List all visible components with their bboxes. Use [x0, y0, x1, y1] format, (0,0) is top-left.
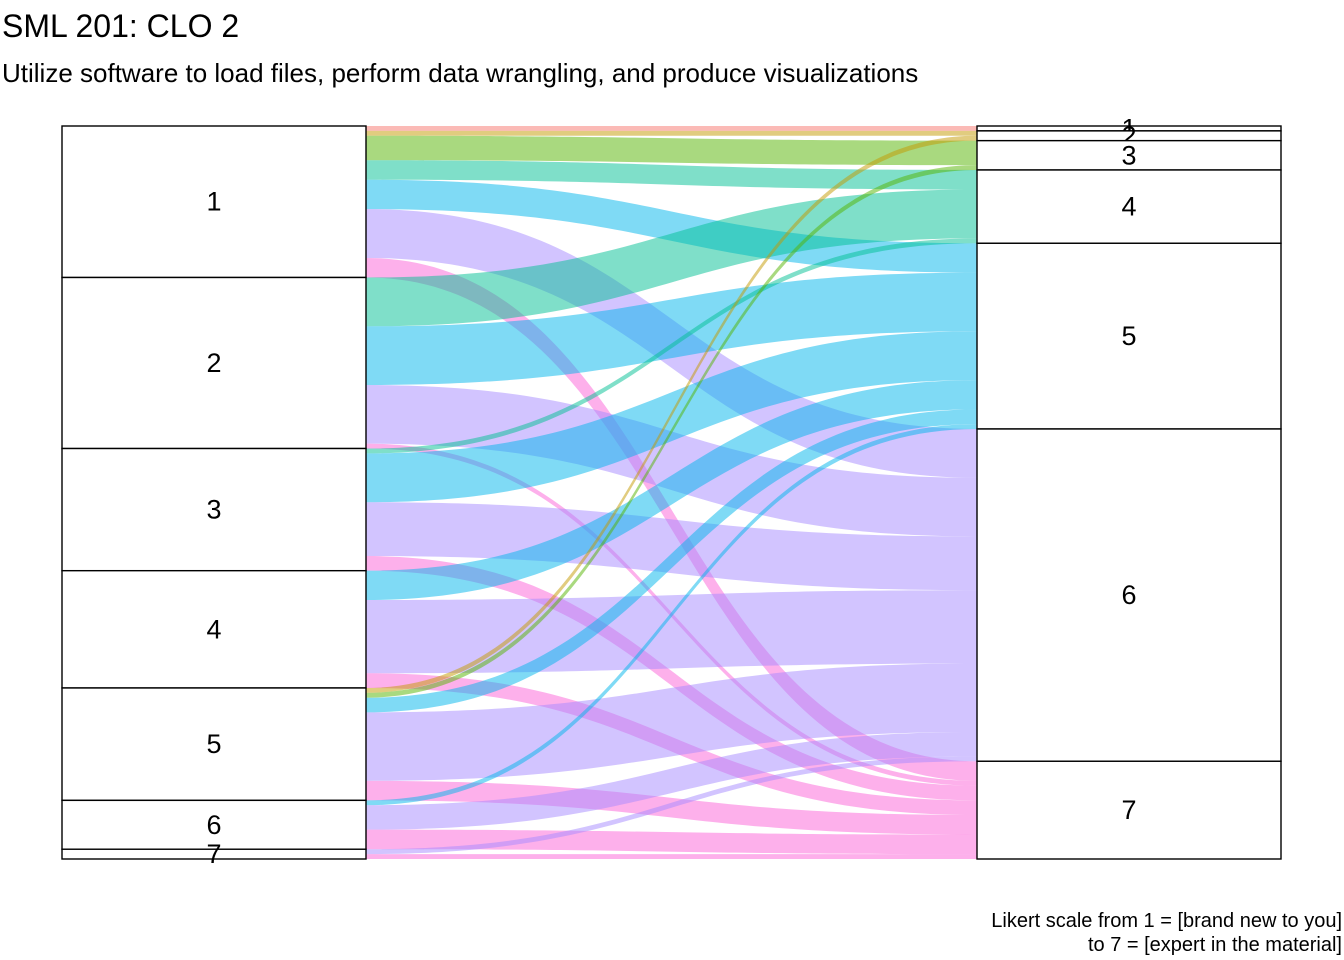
flow-3-to-4	[366, 238, 977, 454]
right-stratum-label-4: 4	[1121, 192, 1136, 222]
flows-layer	[366, 126, 977, 859]
left-stratum-4	[61, 569, 367, 689]
chart-title: SML 201: CLO 2	[2, 8, 240, 44]
right-stratum-3	[976, 139, 1282, 171]
flow-5-to-6	[366, 663, 977, 781]
right-stratum-4	[976, 169, 1282, 244]
left-stratum-label-2: 2	[206, 348, 221, 378]
left-stratum-6	[61, 799, 367, 850]
flow-1-to-1	[366, 126, 977, 131]
flow-6-to-6	[366, 731, 977, 830]
flow-5-to-2	[366, 135, 977, 693]
caption-line-2: to 7 = [expert in the material]	[1087, 934, 1342, 956]
flow-4-to-6	[366, 590, 977, 674]
flow-3-to-7	[366, 556, 977, 801]
flow-1-to-5	[366, 179, 977, 273]
flow-1-to-3	[366, 135, 977, 166]
right-stratum-6	[976, 428, 1282, 762]
flow-6-to-7	[366, 829, 977, 855]
left-stratum-label-3: 3	[206, 495, 221, 525]
chart-subtitle: Utilize software to load files, perform …	[2, 58, 919, 88]
flow-2-to-6	[366, 384, 977, 537]
flow-2-to-5	[366, 272, 977, 385]
right-stratum-5	[976, 242, 1282, 430]
flow-1-to-2	[366, 130, 977, 136]
left-stratum-5	[61, 687, 367, 802]
right-stratum-label-5: 5	[1121, 321, 1136, 351]
right-stratum-7	[976, 760, 1282, 860]
right-stratum-label-7: 7	[1121, 795, 1136, 825]
flow-3-to-6	[366, 502, 977, 591]
left-stratum-1	[61, 125, 367, 279]
left-stratum-3	[61, 447, 367, 572]
flow-7-to-6	[366, 756, 977, 855]
flow-1-to-4	[366, 160, 977, 190]
flow-6-to-5	[366, 424, 977, 806]
left-stratum-label-1: 1	[206, 187, 221, 217]
left-stratum-label-6: 6	[206, 810, 221, 840]
left-stratum-7	[61, 848, 367, 860]
right-stratum-label-6: 6	[1121, 580, 1136, 610]
flow-4-to-5	[366, 380, 977, 601]
left-stratum-label-7: 7	[206, 839, 221, 869]
right-stratum-label-3: 3	[1121, 140, 1136, 170]
flow-5-to-3	[366, 165, 977, 698]
flow-5-to-5	[366, 409, 977, 713]
left-stratum-label-5: 5	[206, 729, 221, 759]
caption-line-1: Likert scale from 1 = [brand new to you]	[991, 910, 1342, 932]
left-stratum-2	[61, 276, 367, 450]
left-stratum-label-4: 4	[206, 614, 221, 644]
flow-7-to-7	[366, 854, 977, 859]
